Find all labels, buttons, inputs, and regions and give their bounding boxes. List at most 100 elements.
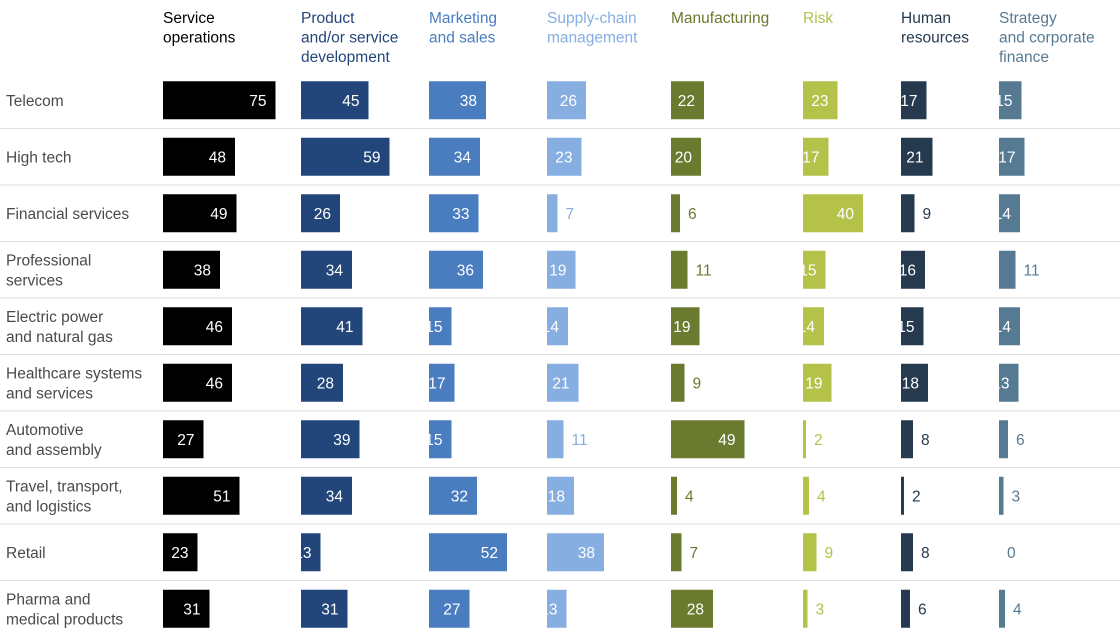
value-label: 4: [685, 488, 694, 505]
bar-service-operations-travel-transport-and-logistics: [163, 476, 240, 515]
value-label: 38: [194, 262, 211, 279]
value-label: 14: [542, 319, 560, 336]
bar-manufacturing-travel-transport-and-logistics: [671, 476, 677, 515]
column-header-human-resources: Human resources: [901, 10, 969, 47]
bar-risk-high-tech: [803, 137, 829, 176]
value-label: 15: [425, 432, 442, 449]
bar-product-and-or-service-development-electric-power-and-natural-gas: [301, 307, 363, 346]
value-label: 0: [1007, 545, 1016, 562]
bar-supply-chain-management-telecom: [547, 81, 586, 120]
value-label: 9: [923, 206, 932, 223]
value-label: 21: [906, 149, 923, 166]
bar-service-operations-financial-services: [163, 194, 237, 233]
bar-supply-chain-management-pharma-and-medical-products: [547, 589, 567, 628]
bar-service-operations-electric-power-and-natural-gas: [163, 307, 232, 346]
value-label: 27: [177, 432, 194, 449]
value-label: 28: [687, 601, 704, 618]
value-label: 46: [206, 375, 223, 392]
value-label: 20: [675, 149, 693, 166]
bar-product-and-or-service-development-automotive-and-assembly: [301, 420, 360, 459]
value-label: 14: [994, 319, 1012, 336]
value-label: 40: [837, 206, 855, 223]
bar-supply-chain-management-travel-transport-and-logistics: [547, 476, 574, 515]
value-label: 17: [428, 375, 445, 392]
value-label: 4: [817, 488, 826, 505]
bar-risk-professional-services: [803, 250, 826, 289]
value-label: 9: [693, 375, 702, 392]
bar-risk-travel-transport-and-logistics: [803, 476, 809, 515]
bar-strategy-and-corporate-finance-pharma-and-medical-products: [999, 589, 1005, 628]
bar-product-and-or-service-development-telecom: [301, 81, 369, 120]
bar-risk-pharma-and-medical-products: [803, 589, 808, 628]
value-label: 15: [897, 319, 914, 336]
value-label: 75: [249, 93, 266, 110]
bar-supply-chain-management-professional-services: [547, 250, 576, 289]
bar-strategy-and-corporate-finance-automotive-and-assembly: [999, 420, 1008, 459]
bar-marketing-and-sales-professional-services: [429, 250, 483, 289]
bar-strategy-and-corporate-finance-telecom: [999, 81, 1022, 120]
bar-human-resources-retail: [901, 533, 913, 572]
bar-marketing-and-sales-healthcare-systems-and-services: [429, 363, 455, 402]
bar-manufacturing-electric-power-and-natural-gas: [671, 307, 700, 346]
bar-service-operations-retail: [163, 533, 198, 572]
bar-manufacturing-financial-services: [671, 194, 680, 233]
bar-service-operations-automotive-and-assembly: [163, 420, 204, 459]
row-label-travel-transport-and-logistics: Travel, transport, and logistics: [6, 478, 123, 515]
bar-manufacturing-professional-services: [671, 250, 688, 289]
bar-supply-chain-management-automotive-and-assembly: [547, 420, 564, 459]
value-label: 48: [209, 149, 226, 166]
row-label-telecom: Telecom: [6, 93, 64, 110]
row-label-financial-services: Financial services: [6, 206, 129, 223]
bar-risk-electric-power-and-natural-gas: [803, 307, 824, 346]
value-label: 4: [1013, 601, 1022, 618]
row-label-automotive-and-assembly: Automotive and assembly: [6, 422, 102, 459]
value-label: 8: [921, 432, 930, 449]
row-label-professional-services: Professional services: [6, 252, 91, 289]
value-label: 26: [314, 206, 331, 223]
value-label: 22: [678, 93, 695, 110]
value-label: 32: [451, 488, 468, 505]
bar-service-operations-professional-services: [163, 250, 220, 289]
bar-marketing-and-sales-retail: [429, 533, 507, 572]
value-label: 41: [336, 319, 353, 336]
value-label: 15: [995, 93, 1012, 110]
column-header-manufacturing: Manufacturing: [671, 10, 769, 27]
column-header-product-and-or-service-development: Product and/or service development: [301, 10, 398, 66]
value-label: 51: [213, 488, 230, 505]
value-label: 28: [317, 375, 334, 392]
value-label: 23: [555, 149, 572, 166]
value-label: 45: [342, 93, 359, 110]
bar-strategy-and-corporate-finance-travel-transport-and-logistics: [999, 476, 1004, 515]
bar-human-resources-financial-services: [901, 194, 915, 233]
column-header-marketing-and-sales: Marketing and sales: [429, 10, 497, 47]
bar-product-and-or-service-development-financial-services: [301, 194, 340, 233]
bar-product-and-or-service-development-retail: [301, 533, 321, 572]
value-label: 16: [899, 262, 916, 279]
bar-risk-automotive-and-assembly: [803, 420, 806, 459]
value-label: 13: [992, 375, 1009, 392]
value-label: 13: [540, 601, 557, 618]
value-label: 7: [690, 545, 699, 562]
bar-marketing-and-sales-high-tech: [429, 137, 480, 176]
bar-service-operations-pharma-and-medical-products: [163, 589, 210, 628]
value-label: 18: [548, 488, 565, 505]
bar-risk-financial-services: [803, 194, 863, 233]
value-label: 6: [688, 206, 697, 223]
bar-marketing-and-sales-electric-power-and-natural-gas: [429, 307, 452, 346]
value-label: 6: [918, 601, 927, 618]
bar-human-resources-professional-services: [901, 250, 925, 289]
bar-supply-chain-management-retail: [547, 533, 604, 572]
value-label: 9: [825, 545, 834, 562]
row-label-electric-power-and-natural-gas: Electric power and natural gas: [6, 309, 113, 346]
value-label: 15: [799, 262, 816, 279]
value-label: 2: [912, 488, 921, 505]
value-label: 39: [333, 432, 350, 449]
bar-strategy-and-corporate-finance-professional-services: [999, 250, 1016, 289]
value-label: 33: [452, 206, 469, 223]
value-label: 19: [673, 319, 690, 336]
value-label: 34: [454, 149, 472, 166]
bar-human-resources-automotive-and-assembly: [901, 420, 913, 459]
column-header-supply-chain-management: Supply-chain management: [547, 10, 638, 47]
value-label: 49: [210, 206, 227, 223]
value-label: 38: [578, 545, 595, 562]
